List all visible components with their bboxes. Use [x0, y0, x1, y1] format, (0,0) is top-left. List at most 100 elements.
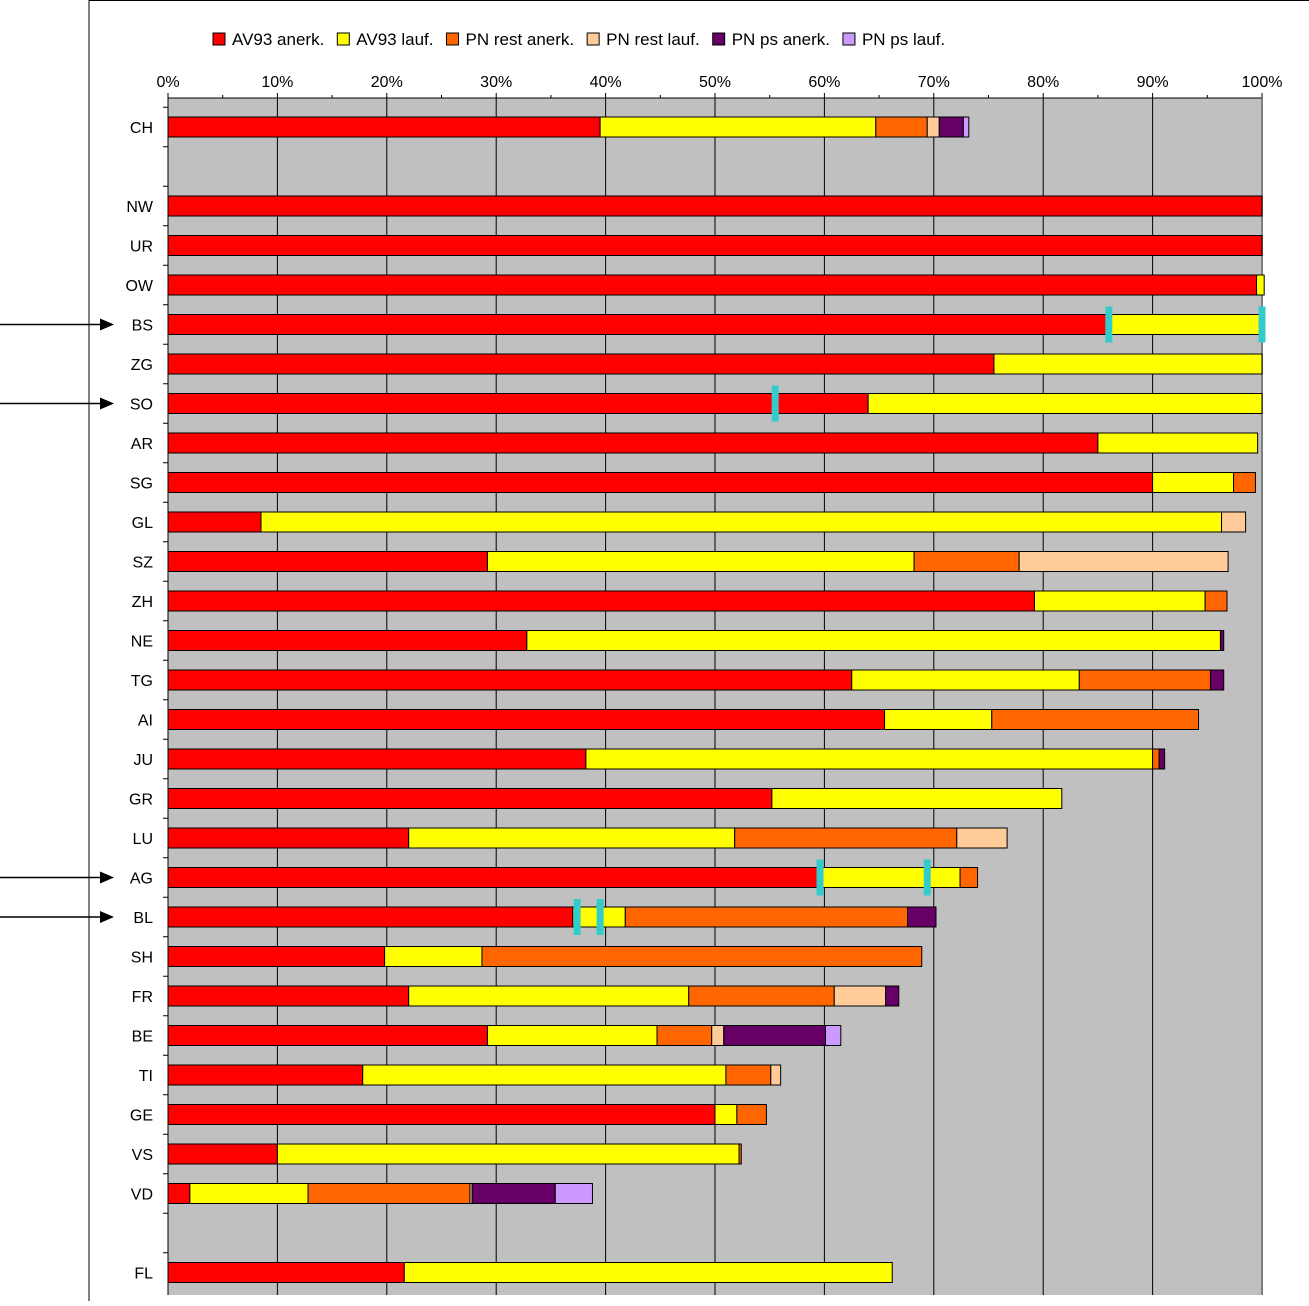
x-tick-label: 10%: [261, 74, 293, 91]
bar-ju-av93-anerk: [167, 748, 587, 770]
bar-nw-av93-anerk: [167, 195, 1263, 217]
bar-fr-pn-rest-lauf: [833, 985, 887, 1007]
bar-tg-av93-lauf: [851, 669, 1080, 691]
bar-ch-pn-rest-anerk: [875, 116, 928, 138]
bar-sz-pn-rest-anerk: [913, 551, 1020, 572]
markers: [573, 306, 1266, 935]
legend-label-pn-rest-lauf: PN rest lauf.: [606, 30, 700, 49]
bar-ar-av93-lauf: [1097, 432, 1259, 454]
marker-ag: [923, 859, 931, 896]
bar-so-av93-anerk: [167, 393, 869, 414]
bar-sh-av93-anerk: [167, 946, 386, 967]
legend-label-pn-ps-anerk: PN ps anerk.: [732, 30, 830, 49]
bar-bs-av93-anerk: [167, 314, 1110, 335]
marker-bs: [1258, 306, 1266, 343]
bar-bl-av93-anerk: [167, 906, 574, 928]
bar-ow-av93-lauf: [1256, 274, 1265, 296]
bar-bl-pn-ps-anerk: [907, 906, 937, 928]
bar-gl-pn-rest-lauf: [1221, 511, 1247, 533]
category-label-vs: VS: [132, 1147, 153, 1164]
plot-area: [88, 0, 1309, 1301]
legend-label-pn-ps-lauf: PN ps lauf.: [862, 30, 945, 49]
legend-label-av93-anerk: AV93 anerk.: [232, 30, 324, 49]
legend-swatch-av93-lauf: [336, 32, 350, 46]
bar-ch-pn-ps-lauf: [962, 116, 970, 138]
bar-ti-av93-anerk: [167, 1064, 364, 1086]
bar-vs-av93-anerk: [167, 1143, 278, 1165]
category-label-sz: SZ: [133, 555, 154, 572]
arrow-head-bs: [100, 318, 114, 331]
bar-zg-av93-anerk: [167, 353, 995, 375]
bar-gr-av93-lauf: [771, 788, 1063, 809]
bar-vd-av93-lauf: [189, 1183, 309, 1204]
bar-ur-av93-anerk: [167, 235, 1263, 256]
category-label-be: BE: [132, 1029, 153, 1046]
bar-tg-av93-anerk: [167, 669, 853, 691]
x-axis: 0% 10% 20% 30% 40% 50% 60% 70% 80% 90% 100%: [156, 74, 1282, 98]
x-tick-label: 20%: [371, 74, 403, 91]
bar-ge-av93-anerk: [167, 1104, 716, 1125]
bar-sh-av93-lauf: [384, 946, 483, 967]
bar-lu-av93-lauf: [408, 827, 736, 849]
legend-swatch-av93-anerk: [212, 32, 226, 46]
bar-vs-pn-rest-anerk: [738, 1143, 742, 1165]
bar-zg-av93-lauf: [993, 353, 1263, 375]
bar-vs-av93-lauf: [276, 1143, 740, 1165]
x-tick-label: 100%: [1242, 74, 1283, 91]
bar-fr-pn-rest-anerk: [688, 985, 835, 1007]
arrow-head-bl: [100, 911, 114, 923]
bar-ai-pn-rest-anerk: [991, 709, 1200, 730]
bar-ai-av93-anerk: [167, 709, 886, 730]
bar-be-pn-ps-anerk: [723, 1025, 826, 1046]
x-tick-label: 90%: [1137, 74, 1169, 91]
bar-lu-av93-anerk: [167, 827, 410, 849]
marker-ag: [816, 859, 824, 896]
bar-ju-av93-lauf: [585, 748, 1154, 770]
category-label-so: SO: [130, 397, 153, 414]
category-label-zg: ZG: [131, 357, 153, 374]
category-label-ge: GE: [130, 1108, 153, 1125]
x-tick-label: 30%: [480, 74, 512, 91]
category-label-zh: ZH: [132, 594, 153, 611]
legend-label-av93-lauf: AV93 lauf.: [356, 30, 433, 49]
bar-be-pn-rest-anerk: [656, 1025, 713, 1046]
bar-ai-av93-lauf: [884, 709, 993, 730]
bar-sz-av93-lauf: [486, 551, 915, 572]
bar-gl-av93-anerk: [167, 511, 262, 533]
bar-ge-pn-rest-anerk: [736, 1104, 767, 1125]
bar-ch-pn-rest-lauf: [926, 116, 940, 138]
x-tick-label: 70%: [918, 74, 950, 91]
bar-sg-pn-rest-anerk: [1233, 472, 1256, 493]
bar-zh-pn-rest-anerk: [1204, 590, 1228, 612]
category-label-gr: GR: [129, 792, 153, 809]
bar-ti-pn-rest-anerk: [725, 1064, 772, 1086]
legend-swatch-pn-ps-anerk: [712, 32, 726, 46]
marker-bl: [596, 899, 604, 935]
category-label-sh: SH: [131, 950, 153, 967]
category-label-ti: TI: [139, 1068, 153, 1085]
arrows: [0, 318, 114, 923]
x-tick-label: 50%: [699, 74, 731, 91]
bar-bs-av93-lauf: [1108, 314, 1263, 335]
bar-vd-pn-rest-anerk: [307, 1183, 471, 1204]
bar-so-av93-lauf: [867, 393, 1263, 414]
category-label-ai: AI: [138, 713, 153, 730]
bar-gl-av93-lauf: [260, 511, 1223, 533]
category-label-tg: TG: [131, 673, 153, 690]
legend-label-pn-rest-anerk: PN rest anerk.: [465, 30, 574, 49]
bar-ag-pn-rest-anerk: [959, 867, 979, 888]
category-label-ag: AG: [130, 871, 153, 888]
bar-zh-av93-anerk: [167, 590, 1035, 612]
bar-fr-av93-lauf: [408, 985, 690, 1007]
y-axis: CH NW UR OW BS ZG SO AR SG GL SZ ZH NE TG AI JU GR LU AG BL…: [125, 106, 168, 1283]
bar-tg-pn-ps-anerk: [1210, 669, 1225, 691]
bar-ge-av93-lauf: [714, 1104, 738, 1125]
bar-ju-pn-ps-anerk: [1158, 748, 1166, 770]
bar-vd-av93-anerk: [167, 1183, 191, 1204]
bar-fl-av93-lauf: [403, 1262, 893, 1283]
bar-ne-av93-lauf: [526, 630, 1221, 651]
bar-sg-av93-anerk: [167, 472, 1154, 493]
bar-sz-pn-rest-lauf: [1018, 551, 1229, 572]
bars: [167, 116, 1265, 1283]
